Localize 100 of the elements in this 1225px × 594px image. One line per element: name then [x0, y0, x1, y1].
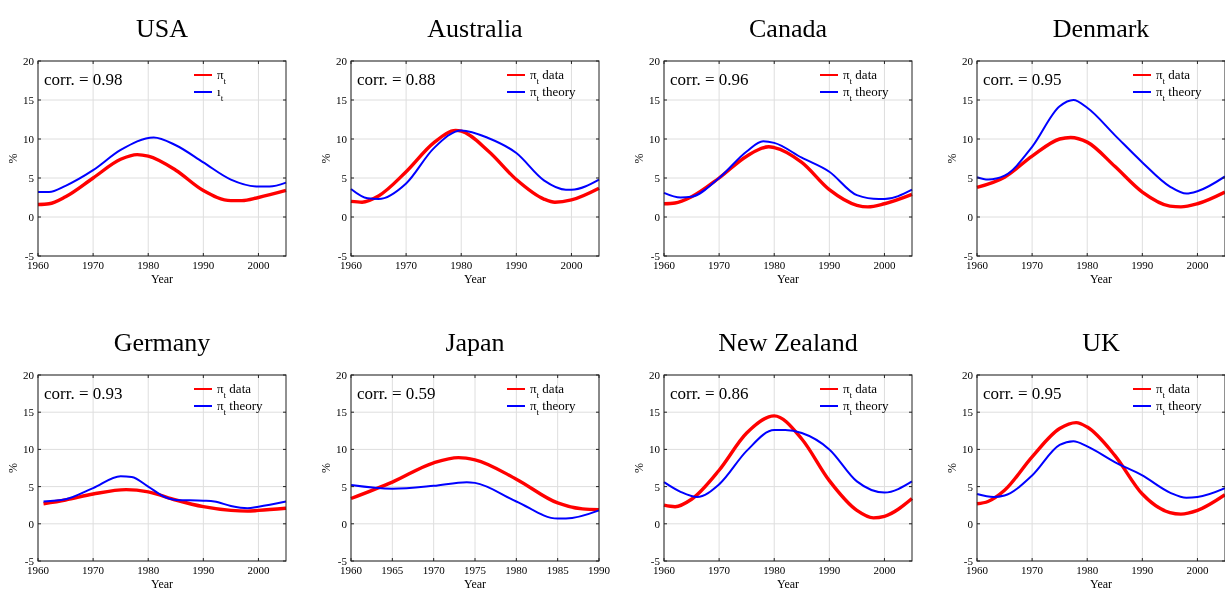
y-axis-title: %	[632, 463, 646, 473]
x-tick-label: 1975	[464, 564, 487, 576]
y-tick-label: 10	[336, 133, 348, 145]
y-axis-title: %	[6, 153, 20, 164]
line-series	[37, 136, 287, 194]
x-axis-title: Year	[776, 577, 800, 591]
x-tick-label: 1990	[1131, 259, 1154, 271]
y-tick-label: 10	[23, 133, 35, 145]
x-tick-label: 1970	[422, 564, 446, 576]
x-tick-label: 1980	[137, 259, 160, 271]
x-tick-label: 1960	[966, 259, 989, 271]
y-axis-title: %	[6, 463, 20, 473]
chart-title: Germany	[113, 328, 211, 357]
chart-title: New Zealand	[718, 328, 858, 357]
chart-title: Australia	[427, 14, 524, 43]
x-tick-label: 1960	[966, 564, 989, 576]
x-tick-label: 1970	[1021, 259, 1044, 271]
y-axis-title: %	[319, 153, 333, 164]
x-tick-label: 1965	[381, 564, 404, 576]
legend-label: ı$_{t}$	[217, 84, 224, 103]
y-tick-label: 15	[649, 406, 661, 419]
y-axis-title: %	[945, 153, 959, 164]
line-series	[975, 420, 1225, 516]
y-tick-label: 0	[967, 211, 974, 223]
x-tick-label: 1990	[818, 564, 841, 576]
annotation: corr. = 0.93	[44, 384, 123, 403]
x-tick-label: 1980	[505, 564, 528, 576]
y-tick-label: 5	[654, 480, 661, 493]
x-tick-label: 1985	[546, 564, 570, 576]
x-tick-label: 1990	[505, 259, 528, 271]
y-tick-label: 15	[23, 406, 35, 419]
y-tick-label: -5	[650, 250, 661, 262]
legend-label: π$_{t}$ theory	[217, 398, 264, 417]
y-tick-label: 15	[962, 94, 974, 106]
x-axis-title: Year	[776, 272, 800, 286]
y-axis-title: %	[945, 463, 959, 473]
legend-label: π$_{t}$ theory	[530, 398, 577, 417]
y-tick-label: 0	[341, 211, 348, 223]
y-tick-label: 0	[28, 517, 35, 530]
line-series	[663, 429, 913, 499]
y-tick-label: 10	[962, 133, 974, 145]
y-tick-label: 0	[341, 517, 348, 530]
y-tick-label: 15	[962, 406, 974, 419]
y-tick-label: 20	[336, 55, 348, 67]
x-tick-label: 1990	[192, 259, 215, 271]
y-tick-label: 5	[654, 172, 661, 184]
y-tick-label: 10	[649, 133, 661, 145]
y-axis-title: %	[319, 463, 333, 473]
legend-label: π$_{t}$ data	[1156, 381, 1191, 400]
y-tick-label: 0	[28, 211, 35, 223]
y-tick-label: 15	[336, 406, 348, 419]
legend-label: π$_{t}$ data	[843, 381, 878, 400]
x-tick-label: 1970	[708, 564, 731, 576]
legend-label: π$_{t}$ data	[530, 381, 565, 400]
x-tick-label: 1980	[450, 259, 473, 271]
y-tick-label: 20	[962, 369, 974, 381]
x-tick-label: 1980	[763, 564, 786, 576]
legend-label: π$_{t}$ data	[530, 67, 565, 86]
x-tick-label: 1960	[653, 259, 676, 271]
x-axis-title: Year	[463, 577, 487, 591]
y-tick-label: 5	[341, 172, 348, 184]
x-axis-title: Year	[463, 272, 487, 286]
y-tick-label: 20	[23, 55, 35, 67]
y-tick-label: 20	[649, 55, 661, 67]
y-tick-label: 15	[23, 94, 35, 106]
annotation: corr. = 0.95	[983, 384, 1062, 403]
y-axis-title: %	[632, 153, 646, 164]
x-tick-label: 1960	[27, 564, 50, 576]
y-tick-label: 20	[649, 369, 661, 381]
y-tick-label: -5	[650, 555, 661, 567]
annotation: corr. = 0.96	[670, 70, 749, 89]
x-tick-label: 2000	[560, 259, 583, 271]
y-tick-label: 10	[649, 443, 661, 456]
y-tick-label: 20	[962, 55, 974, 67]
x-tick-label: 1990	[192, 564, 215, 576]
x-tick-label: 1980	[1076, 564, 1099, 576]
x-tick-label: 2000	[247, 259, 270, 271]
y-tick-label: 5	[341, 480, 348, 493]
x-tick-label: 1960	[27, 259, 50, 271]
annotation: corr. = 0.95	[983, 70, 1062, 89]
legend-label: π$_{t}$ theory	[1156, 398, 1203, 417]
x-axis-title: Year	[150, 577, 174, 591]
legend-label: π$_{t}$ data	[1156, 67, 1191, 86]
y-tick-label: 0	[654, 211, 661, 223]
x-tick-label: 1980	[1076, 259, 1099, 271]
x-tick-label: 1970	[708, 259, 731, 271]
x-tick-label: 1980	[137, 564, 160, 576]
legend-label: π$_{t}$ theory	[843, 398, 890, 417]
annotation: corr. = 0.86	[670, 384, 749, 403]
y-tick-label: 0	[967, 517, 974, 530]
line-series	[976, 440, 1225, 499]
y-tick-label: -5	[24, 555, 35, 567]
x-tick-label: 1990	[1131, 564, 1154, 576]
line-series	[42, 475, 287, 510]
line-series	[663, 140, 913, 201]
y-tick-label: 15	[336, 94, 348, 106]
y-tick-label: 0	[654, 517, 661, 530]
legend-label: π$_{t}$ theory	[843, 84, 890, 103]
y-tick-label: 15	[649, 94, 661, 106]
y-tick-label: -5	[337, 555, 348, 567]
